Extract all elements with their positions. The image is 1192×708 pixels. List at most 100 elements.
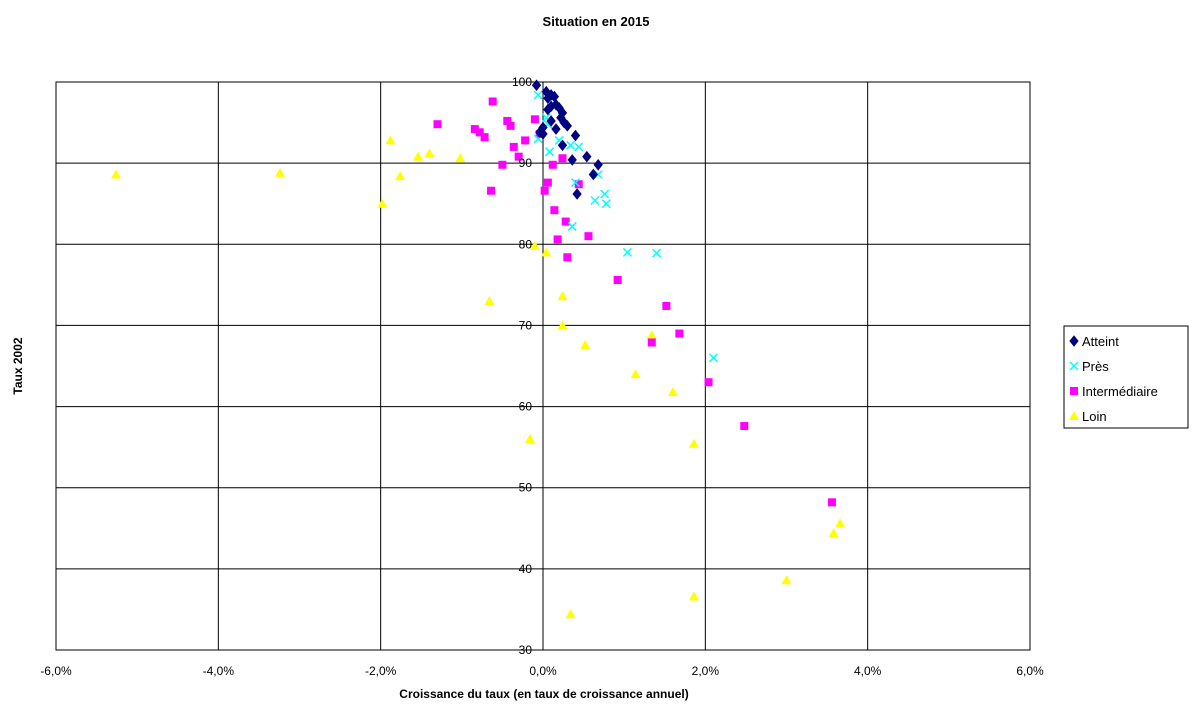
data-point — [498, 160, 507, 169]
x-tick-label: 0,0% — [529, 664, 557, 678]
data-point — [675, 329, 684, 338]
data-point — [558, 154, 567, 163]
legend-label: Intermédiaire — [1082, 384, 1158, 399]
x-tick-label: 2,0% — [692, 664, 720, 678]
data-point — [413, 151, 424, 161]
data-point — [601, 199, 611, 209]
legend-box — [1063, 325, 1189, 429]
y-tick-label: 90 — [519, 156, 533, 170]
legend-item: Intermédiaire — [1070, 384, 1158, 399]
data-point — [708, 353, 718, 363]
data-point — [740, 422, 749, 431]
data-point — [546, 115, 556, 127]
data-point — [475, 128, 484, 137]
data-point — [377, 198, 388, 208]
series-Atteint — [531, 79, 603, 200]
data-point — [535, 126, 545, 139]
legend-marker — [1069, 411, 1079, 420]
data-point — [622, 247, 632, 257]
data-point — [582, 150, 592, 163]
data-point — [551, 123, 561, 135]
data-point — [544, 147, 555, 157]
data-point — [488, 97, 497, 106]
data-point — [613, 275, 622, 284]
data-point — [487, 186, 496, 195]
data-point — [530, 115, 539, 124]
data-points — [111, 79, 846, 619]
data-point — [541, 247, 552, 257]
data-point — [567, 154, 577, 166]
data-point — [529, 240, 540, 250]
data-point — [584, 232, 593, 241]
plot-area — [55, 79, 1031, 651]
y-tick-label: 80 — [519, 237, 533, 251]
legend-marker — [1069, 335, 1079, 347]
data-point — [593, 158, 603, 171]
data-point — [563, 253, 572, 262]
data-point — [588, 168, 598, 181]
data-point — [470, 125, 479, 134]
y-tick-label: 50 — [519, 481, 533, 495]
data-point — [275, 167, 286, 177]
data-point — [509, 142, 518, 151]
data-point — [385, 135, 396, 145]
legend-label: Près — [1082, 359, 1109, 374]
x-axis-title: Croissance du taux (en taux de croissanc… — [399, 687, 688, 701]
data-point — [533, 90, 543, 100]
x-tick-label: 6,0% — [1016, 664, 1044, 678]
y-tick-label: 100 — [512, 75, 532, 89]
series-Près — [533, 90, 718, 363]
data-point — [553, 235, 562, 244]
data-point — [688, 438, 699, 448]
data-point — [572, 188, 582, 200]
data-point — [484, 296, 495, 306]
legend-item: Atteint — [1069, 334, 1119, 349]
data-point — [548, 160, 557, 169]
data-point — [525, 434, 536, 444]
data-point — [111, 169, 122, 179]
x-axis-ticks: -6,0% -4,0% -2,0% 0,0% 2,0% 4,0% 6,0% — [40, 664, 1044, 678]
data-point — [570, 178, 580, 188]
data-point — [455, 153, 466, 163]
data-point — [574, 142, 584, 152]
chart-title: Situation en 2015 — [543, 14, 650, 29]
data-point — [570, 129, 581, 142]
legend: Atteint Près Intermédiaire Loin — [1063, 325, 1189, 429]
y-tick-label: 60 — [519, 400, 533, 414]
data-point — [567, 221, 577, 231]
data-point — [557, 139, 568, 152]
data-point — [565, 609, 576, 619]
data-point — [550, 206, 559, 215]
data-point — [704, 378, 713, 387]
y-tick-label: 70 — [519, 318, 533, 332]
data-point — [574, 180, 583, 189]
data-point — [543, 178, 552, 187]
series-Intermédiaire — [433, 97, 836, 507]
data-point — [667, 386, 678, 396]
y-axis-title: Taux 2002 — [11, 337, 25, 394]
gridlines — [55, 81, 1031, 651]
legend-marker — [1070, 387, 1078, 395]
data-point — [480, 133, 489, 142]
data-point — [531, 79, 542, 92]
legend-label: Loin — [1082, 409, 1107, 424]
legend-item: Près — [1069, 359, 1109, 374]
legend-item: Loin — [1069, 409, 1107, 424]
x-tick-label: 4,0% — [854, 664, 882, 678]
data-point — [503, 116, 512, 125]
y-axis-ticks: 30 40 50 60 70 80 90 100 — [512, 75, 532, 657]
x-tick-label: -6,0% — [40, 664, 72, 678]
legend-label: Atteint — [1082, 334, 1119, 349]
data-point — [521, 136, 530, 145]
data-point — [562, 120, 572, 132]
data-point — [646, 330, 657, 340]
x-tick-label: -2,0% — [365, 664, 397, 678]
data-point — [395, 171, 406, 181]
data-point — [590, 195, 600, 205]
data-point — [557, 320, 568, 330]
data-point — [424, 148, 435, 158]
y-tick-label: 30 — [519, 643, 533, 657]
data-point — [433, 120, 442, 129]
data-point — [540, 186, 549, 195]
